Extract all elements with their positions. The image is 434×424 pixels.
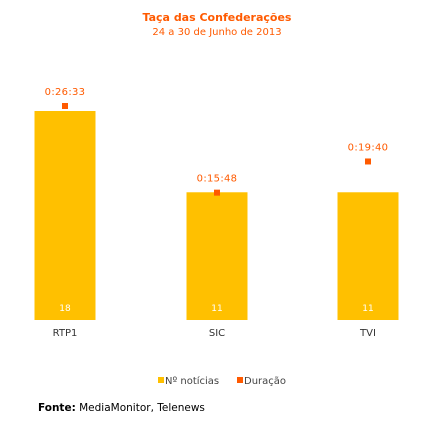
category-label: SIC <box>209 328 225 339</box>
duration-marker <box>62 103 68 109</box>
legend-swatch-noticias <box>158 377 164 383</box>
legend-label-noticias: Nº notícias <box>165 375 219 387</box>
category-label: RTP1 <box>53 328 78 339</box>
bar-tvi <box>337 192 399 320</box>
bar-value-label: 18 <box>59 304 71 314</box>
legend-label-duracao: Duração <box>244 376 286 387</box>
duration-label: 0:15:48 <box>197 174 238 185</box>
duration-label: 0:19:40 <box>348 142 389 153</box>
duration-label: 0:26:33 <box>45 87 86 98</box>
bar-value-label: 11 <box>211 304 222 314</box>
bar-value-label: 11 <box>362 304 373 314</box>
source-footer: Fonte: MediaMonitor, Telenews <box>38 402 205 414</box>
duration-marker <box>365 158 371 165</box>
chart-subtitle: 24 a 30 de Junho de 2013 <box>152 27 281 38</box>
legend-swatch-duracao <box>237 377 243 383</box>
duration-marker <box>214 189 220 196</box>
bar-rtp1 <box>34 111 96 320</box>
chart-title: Taça das Confederações <box>143 11 292 24</box>
source-text: MediaMonitor, Telenews <box>75 402 205 414</box>
bar-sic <box>186 192 248 320</box>
category-label: TVI <box>359 328 376 339</box>
source-label: Fonte: <box>38 402 76 414</box>
